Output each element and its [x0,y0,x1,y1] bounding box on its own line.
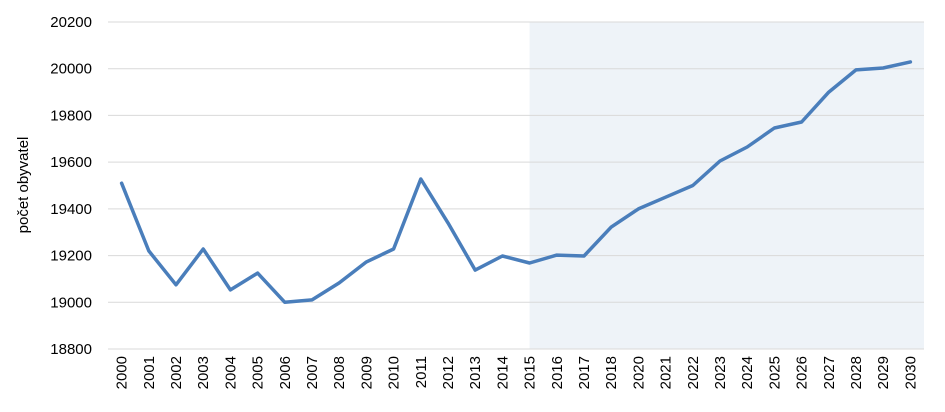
x-tick-label: 2010 [386,356,403,389]
y-tick-label: 19000 [50,294,92,311]
x-tick-label: 2000 [114,356,131,389]
x-tick-label: 2022 [685,356,702,389]
x-tick-label: 2005 [250,356,267,389]
x-tick-label: 2016 [549,356,566,389]
x-tick-label: 2026 [794,356,811,389]
x-tick-label: 2027 [821,356,838,389]
y-tick-label: 20200 [50,14,92,31]
x-tick-label: 2028 [848,356,865,389]
x-tick-label: 2017 [576,356,593,389]
y-tick-label: 18800 [50,341,92,358]
x-tick-label: 2030 [902,356,919,389]
x-tick-label: 2009 [358,356,375,389]
x-tick-label: 2012 [440,356,457,389]
x-tick-label: 2003 [195,356,212,389]
y-tick-label: 19200 [50,248,92,265]
x-tick-label: 2008 [331,356,348,389]
x-tick-label: 2001 [141,356,158,389]
x-tick-label: 2018 [603,356,620,389]
x-tick-label: 2006 [277,356,294,389]
projection-area [529,22,924,349]
y-tick-label: 19600 [50,154,92,171]
x-tick-label: 2007 [304,356,321,389]
y-axis-label: počet obyvatel [15,137,32,234]
x-tick-label: 2023 [712,356,729,389]
x-tick-label: 2011 [413,356,430,388]
data-line [119,60,913,305]
x-tick-label: 2004 [222,356,239,389]
x-tick-label: 2020 [630,356,647,389]
x-tick-label: 2013 [467,356,484,389]
x-tick-label: 2014 [494,356,511,389]
x-tick-label: 2024 [739,356,756,389]
x-tick-label: 2015 [522,356,539,389]
x-tick-label: 2002 [168,356,185,389]
y-tick-label: 20000 [50,61,92,78]
y-tick-label: 19400 [50,201,92,218]
x-tick-label: 2025 [766,356,783,389]
x-tick-label: 2021 [658,356,675,389]
x-tick-label: 2029 [875,356,892,389]
y-tick-label: 19800 [50,107,92,124]
